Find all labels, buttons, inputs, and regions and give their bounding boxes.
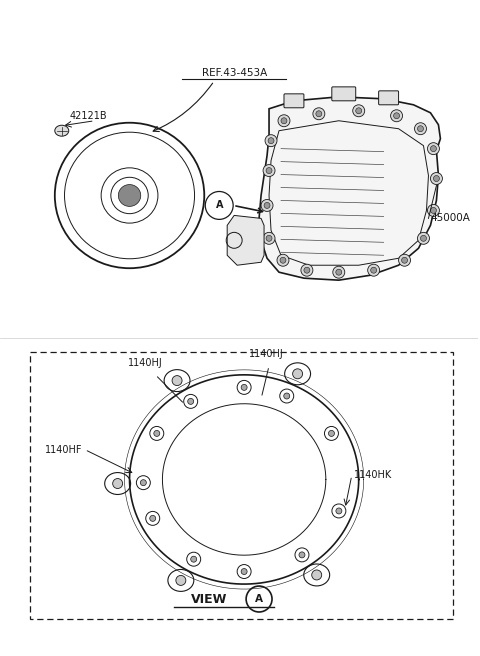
- Circle shape: [371, 267, 377, 273]
- Circle shape: [136, 476, 150, 489]
- Circle shape: [433, 176, 439, 182]
- Text: VIEW: VIEW: [191, 592, 228, 605]
- Circle shape: [418, 126, 423, 132]
- Circle shape: [295, 548, 309, 562]
- Circle shape: [368, 264, 380, 276]
- Circle shape: [293, 369, 302, 379]
- Circle shape: [237, 380, 251, 394]
- Ellipse shape: [55, 125, 69, 136]
- Circle shape: [205, 192, 233, 219]
- Text: 45000A: 45000A: [431, 213, 470, 224]
- Text: 1140HF: 1140HF: [45, 445, 83, 455]
- Circle shape: [398, 255, 410, 266]
- Text: 1140HK: 1140HK: [354, 470, 392, 480]
- FancyBboxPatch shape: [284, 94, 304, 108]
- Circle shape: [394, 113, 399, 119]
- Circle shape: [237, 565, 251, 579]
- Circle shape: [280, 389, 294, 403]
- Circle shape: [312, 570, 322, 580]
- Circle shape: [241, 384, 247, 390]
- Circle shape: [188, 398, 193, 404]
- Circle shape: [391, 110, 403, 122]
- Text: 42121B: 42121B: [70, 111, 108, 121]
- Circle shape: [241, 569, 247, 575]
- Polygon shape: [259, 97, 441, 280]
- Circle shape: [266, 167, 272, 174]
- Circle shape: [418, 232, 430, 244]
- Text: A: A: [255, 594, 263, 604]
- Circle shape: [265, 134, 277, 147]
- Circle shape: [324, 426, 338, 440]
- Ellipse shape: [168, 569, 194, 591]
- Circle shape: [431, 173, 443, 184]
- Circle shape: [146, 512, 160, 525]
- Ellipse shape: [164, 369, 190, 392]
- Ellipse shape: [304, 564, 330, 586]
- Circle shape: [268, 138, 274, 144]
- Circle shape: [150, 516, 156, 522]
- FancyBboxPatch shape: [379, 91, 398, 105]
- Circle shape: [420, 236, 426, 241]
- Circle shape: [264, 203, 270, 209]
- Circle shape: [428, 142, 439, 155]
- Circle shape: [266, 236, 272, 241]
- Circle shape: [299, 552, 305, 558]
- Text: A: A: [216, 201, 223, 211]
- Circle shape: [336, 508, 342, 514]
- Circle shape: [184, 394, 198, 408]
- Circle shape: [313, 108, 325, 120]
- Circle shape: [301, 264, 313, 276]
- Circle shape: [172, 376, 182, 386]
- Circle shape: [191, 556, 197, 562]
- Circle shape: [263, 165, 275, 176]
- Circle shape: [353, 105, 365, 117]
- Circle shape: [280, 257, 286, 263]
- Circle shape: [356, 108, 362, 113]
- Circle shape: [187, 552, 201, 566]
- Circle shape: [263, 232, 275, 244]
- FancyBboxPatch shape: [332, 87, 356, 101]
- Circle shape: [281, 118, 287, 124]
- Circle shape: [261, 199, 273, 211]
- Circle shape: [140, 480, 146, 485]
- Circle shape: [154, 430, 160, 436]
- Circle shape: [113, 478, 122, 489]
- Ellipse shape: [105, 472, 131, 495]
- Circle shape: [333, 266, 345, 278]
- Circle shape: [150, 426, 164, 440]
- Text: REF.43-453A: REF.43-453A: [202, 68, 267, 78]
- Circle shape: [332, 504, 346, 518]
- Circle shape: [316, 111, 322, 117]
- Circle shape: [278, 115, 290, 127]
- Text: 1140HJ: 1140HJ: [128, 358, 162, 368]
- Circle shape: [336, 269, 342, 275]
- Ellipse shape: [119, 184, 141, 207]
- Ellipse shape: [285, 363, 311, 385]
- Circle shape: [428, 205, 439, 216]
- Circle shape: [304, 267, 310, 273]
- Circle shape: [176, 575, 186, 585]
- Circle shape: [328, 430, 335, 436]
- Circle shape: [277, 255, 289, 266]
- Bar: [30, 352, 454, 619]
- Polygon shape: [227, 215, 264, 265]
- Circle shape: [402, 257, 408, 263]
- Text: 1140HJ: 1140HJ: [249, 349, 284, 359]
- Circle shape: [415, 123, 426, 134]
- Circle shape: [431, 207, 436, 213]
- Circle shape: [431, 146, 436, 152]
- Circle shape: [284, 393, 290, 399]
